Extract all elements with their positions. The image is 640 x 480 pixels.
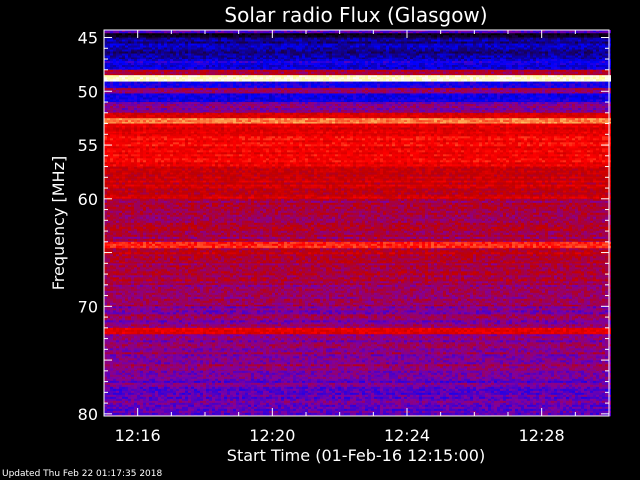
spectrum-band [104,30,611,34]
spectrum-band [104,75,611,82]
chart-title: Solar radio Flux (Glasgow) [224,3,487,27]
updated-timestamp: Updated Thu Feb 22 01:17:35 2018 [2,469,162,479]
spectrum-band [104,88,611,94]
y-tick-label: 50 [78,82,98,101]
spectrum-band [104,93,611,103]
spectrum-band [104,81,611,89]
x-axis-label: Start Time (01-Feb-16 12:15:00) [227,446,485,465]
y-tick-label: 70 [78,297,98,316]
spectrum-band [104,118,611,124]
spectrum-band [104,263,611,286]
x-tick-label: 12:24 [384,426,430,445]
spectrum-band [104,59,611,71]
y-tick-label: 60 [78,190,98,209]
spectrum-band [104,166,611,200]
spectrum-band [104,198,611,243]
y-tick-label: 55 [78,136,98,155]
y-tick-label: 80 [78,405,98,424]
x-axis: 12:16 12:20 12:24 12:28 [103,30,610,445]
spectrum-band [104,134,611,167]
spectrum-band [104,102,611,114]
plot-frame [103,29,610,417]
y-axis: 45 50 55 60 70 80 [78,29,609,424]
spectrum-band [104,284,611,307]
spectrum-band [104,306,611,329]
spectrum-band [104,123,611,135]
spectrum-band [104,248,611,264]
spectrum-band [104,33,611,38]
x-tick-label: 12:20 [249,426,295,445]
y-tick-label: 45 [78,29,98,48]
x-tick-label: 12:16 [115,426,161,445]
spectrum-band [104,37,611,60]
plot-area [104,30,611,417]
spectrum-band [104,327,611,335]
spectrum-band [104,69,611,76]
spectrum-band [104,334,611,372]
spectrum-band [104,370,611,417]
x-tick-label: 12:28 [519,426,565,445]
spectrum-band [104,112,611,119]
spectrum-band [104,241,611,249]
y-axis-label: Frequency [MHz] [49,156,68,290]
